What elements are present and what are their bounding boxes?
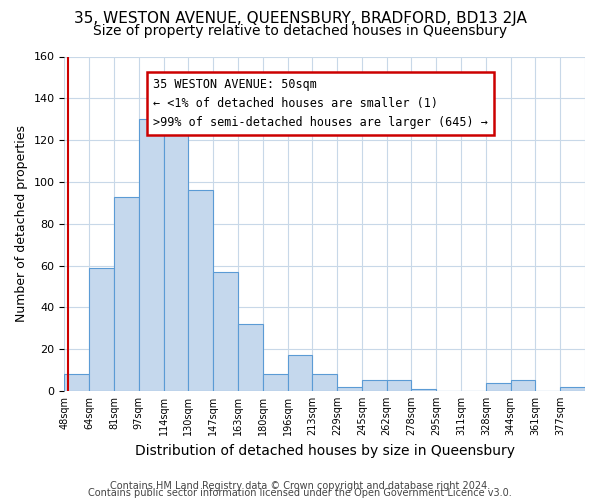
Text: Contains public sector information licensed under the Open Government Licence v3: Contains public sector information licen… (88, 488, 512, 498)
Bar (560, 387, 585, 391)
Bar (386, 380, 412, 391)
Text: 35, WESTON AVENUE, QUEENSBURY, BRADFORD, BD13 2JA: 35, WESTON AVENUE, QUEENSBURY, BRADFORD,… (74, 12, 526, 26)
Bar (213, 272, 238, 391)
Bar (188, 190, 213, 391)
Bar (362, 380, 386, 391)
Text: 35 WESTON AVENUE: 50sqm
← <1% of detached houses are smaller (1)
>99% of semi-de: 35 WESTON AVENUE: 50sqm ← <1% of detache… (153, 78, 488, 129)
X-axis label: Distribution of detached houses by size in Queensbury: Distribution of detached houses by size … (135, 444, 515, 458)
Text: Contains HM Land Registry data © Crown copyright and database right 2024.: Contains HM Land Registry data © Crown c… (110, 481, 490, 491)
Bar (287, 356, 313, 391)
Bar (139, 119, 164, 391)
Bar (263, 374, 287, 391)
Bar (313, 374, 337, 391)
Bar (486, 382, 511, 391)
Bar (89, 268, 114, 391)
Bar (64, 374, 89, 391)
Bar (114, 196, 139, 391)
Bar (164, 115, 188, 391)
Text: Size of property relative to detached houses in Queensbury: Size of property relative to detached ho… (93, 24, 507, 38)
Bar (511, 380, 535, 391)
Bar (337, 387, 362, 391)
Bar (238, 324, 263, 391)
Bar (412, 389, 436, 391)
Y-axis label: Number of detached properties: Number of detached properties (15, 125, 28, 322)
